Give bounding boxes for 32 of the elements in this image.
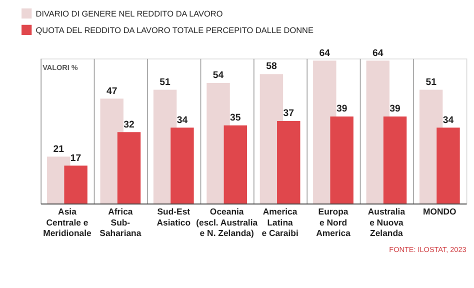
data-label: 51 [426,76,438,88]
data-label: 37 [283,108,294,120]
data-label: 34 [176,114,188,126]
data-label: 47 [106,86,118,97]
data-label: 64 [319,48,331,59]
x-tick-label: Australia e Nuova Zelanda [368,206,406,238]
x-tick-label: Sud-Est Asiatico [156,206,191,228]
bar [436,128,460,204]
data-label: 58 [266,61,278,72]
bar [330,116,354,204]
bar [64,166,88,204]
x-tick-label: Africa Sub- Sahariana [100,206,142,238]
x-tick-label: Asia Centrale e Meridionale [43,206,92,238]
data-label: 64 [372,48,384,59]
data-label: 21 [53,144,65,155]
data-label: 39 [390,104,402,115]
bar [117,132,141,204]
x-tick-label: MONDO [423,206,457,217]
x-tick-label: Europa e Nord America [316,206,351,238]
data-label: 17 [70,152,82,164]
data-label: 39 [336,104,348,115]
bar [224,125,248,204]
data-label: 35 [230,112,242,124]
data-label: 32 [124,119,134,130]
x-tick-label: Oceania (escl. Australia e N. Zelanda) [196,206,258,238]
data-label: 51 [160,76,172,88]
data-label: 54 [212,70,224,82]
bar [277,120,300,204]
bar [383,116,407,204]
bar [170,128,194,204]
x-tick-label: America Latina e Caraibi [262,206,298,238]
data-label: 34 [442,114,454,126]
